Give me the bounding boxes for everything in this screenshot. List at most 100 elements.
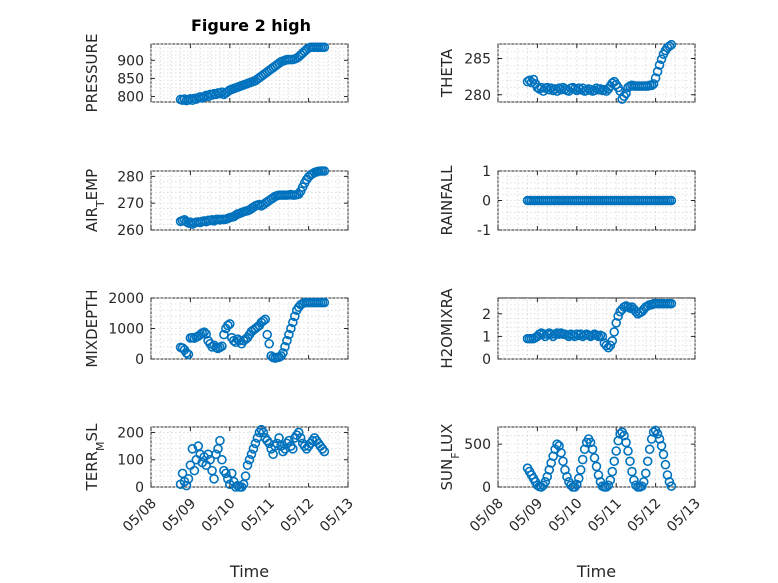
data-point [640, 468, 651, 479]
x-axis-label: Time [576, 562, 616, 581]
subplot-terr-msl: 0 100 200 05/08 05/09 05/10 05/11 05/12 05/13 TER… [83, 423, 357, 581]
data-point [621, 437, 631, 448]
x-tick-label: 05/08 [467, 496, 507, 536]
x-tick-label: 05/12 [278, 496, 318, 536]
y-tick-label: 285 [464, 52, 491, 68]
data-point [666, 298, 677, 309]
data-point [199, 327, 209, 337]
data-point [611, 446, 622, 456]
subplot-theta: 280 285 THETA [438, 39, 696, 104]
x-tick-label: 05/13 [664, 496, 704, 536]
data-point [246, 449, 257, 460]
axes-layer: 800 850 900 PRESSURE 280 285 THETA 260 270 280 AIR… [83, 34, 704, 581]
data-point [648, 79, 659, 89]
data-point [609, 456, 620, 467]
data-point [264, 338, 275, 349]
data-point [250, 438, 261, 449]
data-point [623, 446, 633, 456]
y-tick-label: 0 [135, 352, 144, 368]
y-tick-label: 2000 [108, 291, 144, 307]
data-point [587, 444, 598, 455]
data-point [282, 335, 292, 346]
data-point [260, 314, 271, 325]
data-point [609, 327, 620, 337]
y-tick-label: 850 [117, 71, 144, 87]
y-tick-label: 800 [117, 90, 144, 106]
data-point [571, 479, 582, 490]
data-point [650, 73, 661, 83]
x-tick-label: 05/09 [506, 496, 546, 536]
y-tick-label: 0 [482, 480, 491, 496]
data-point [601, 482, 612, 492]
y-axis-label: H2OMIXRA [438, 288, 456, 369]
data-point [293, 427, 304, 438]
data-point [613, 311, 623, 321]
data-point [562, 471, 572, 482]
x-tick-label: 05/13 [317, 496, 357, 536]
data-point [258, 316, 269, 326]
data-point [607, 336, 618, 346]
data-point [248, 444, 259, 454]
y-axis-label: TERRMSL [83, 423, 107, 492]
data-point [654, 60, 665, 70]
data-point [288, 444, 298, 454]
data-point [181, 348, 192, 358]
y-tick-label: 1000 [108, 322, 144, 338]
data-point [658, 449, 669, 460]
data-point [552, 439, 562, 449]
subplot-mixdepth: 0 1000 2000 MIXDEPTH [83, 289, 349, 368]
x-tick-label: 05/08 [120, 496, 160, 536]
data-point [656, 54, 667, 65]
data-point [589, 453, 600, 463]
data-point [201, 329, 211, 339]
y-tick-label: 270 [117, 196, 144, 212]
x-axis-label: Time [229, 562, 269, 581]
x-tick-label: 05/11 [238, 496, 278, 536]
y-axis-label: MIXDEPTH [83, 289, 101, 367]
y-tick-label: 1 [482, 329, 491, 345]
data-point [187, 444, 198, 454]
y-tick-label: 280 [464, 88, 491, 104]
data-point [625, 456, 635, 467]
subplot-rainfall: -1 0 1 RAINFALL [438, 164, 696, 239]
y-tick-label: 1 [482, 164, 491, 180]
x-tick-label: 05/10 [199, 496, 239, 536]
data-point [638, 477, 649, 487]
data-point [215, 435, 225, 446]
data-point [629, 475, 639, 485]
data-point [244, 454, 255, 465]
x-tick-label: 05/09 [159, 496, 199, 536]
data-point [183, 474, 194, 484]
data-point [221, 468, 231, 479]
figure-title: Figure 2 high [191, 16, 311, 35]
data-point [558, 456, 568, 467]
data-point [603, 342, 614, 353]
data-point [225, 319, 235, 329]
data-point [573, 473, 584, 484]
data-point [217, 454, 227, 465]
data-point [666, 195, 677, 206]
data-point [621, 88, 631, 99]
x-tick-label: 05/11 [585, 496, 625, 536]
y-tick-label: 100 [117, 453, 144, 469]
data-point [189, 465, 200, 476]
subplot-sun-flux: 0 500 05/08 05/09 05/10 05/11 05/12 05/13 SUNFLU… [438, 424, 704, 581]
data-point [656, 441, 667, 451]
data-point [666, 481, 677, 491]
data-point [607, 466, 618, 477]
data-point [319, 166, 330, 176]
subplot-air-temp: 260 270 280 AIRTEMP [83, 166, 349, 239]
y-axis-label: RAINFALL [438, 165, 456, 236]
data-point [577, 454, 588, 465]
y-axis-label: SUNFLUX [438, 424, 462, 491]
subplot-h2omixra: 0 1 2 H2OMIXRA [438, 288, 696, 369]
data-point [644, 444, 655, 455]
data-point [652, 66, 663, 77]
data-point [556, 447, 566, 458]
x-tick-label: 05/12 [625, 496, 665, 536]
data-point [605, 340, 616, 351]
data-point [284, 435, 294, 446]
data-point [642, 456, 653, 467]
y-tick-label: 500 [464, 437, 491, 453]
x-tick-label: 05/10 [546, 496, 586, 536]
